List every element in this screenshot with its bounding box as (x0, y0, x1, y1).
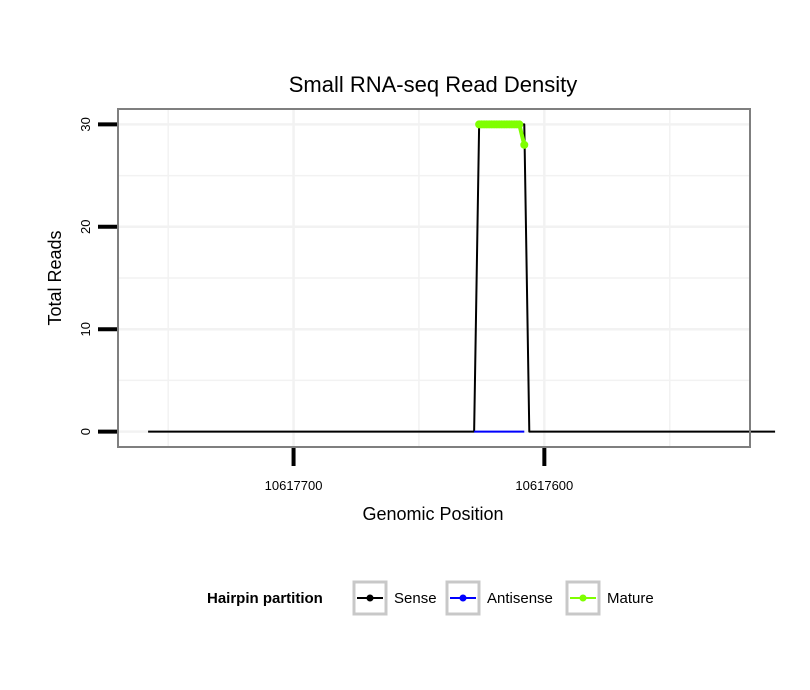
data-point-mature (515, 120, 524, 129)
legend-label-mature: Mature (607, 590, 654, 607)
grid (118, 109, 750, 447)
legend-marker-antisense (459, 594, 467, 602)
legend-marker-sense (366, 594, 374, 602)
plot-border (117, 108, 751, 448)
y-axis: 0 10 20 30 (78, 117, 117, 435)
data-point-mature (520, 140, 529, 149)
y-tick-label: 20 (78, 220, 93, 234)
legend-label-antisense: Antisense (487, 590, 553, 607)
x-axis-title: Genomic Position (362, 504, 503, 524)
y-axis-title: Total Reads (45, 230, 65, 325)
legend-marker-mature (579, 594, 587, 602)
y-tick-label: 10 (78, 322, 93, 336)
legend: Hairpin partition Sense Antisense Mature (207, 580, 654, 616)
legend-label-sense: Sense (394, 590, 437, 607)
y-tick-label: 30 (78, 117, 93, 131)
chart-title: Small RNA-seq Read Density (289, 72, 578, 97)
x-tick-label: 10617700 (265, 478, 323, 493)
legend-title: Hairpin partition (207, 590, 323, 607)
series-layer (148, 120, 776, 433)
x-tick-label: 10617600 (515, 478, 573, 493)
y-tick-label: 0 (78, 428, 93, 435)
x-axis: 10617700 10617600 (265, 448, 573, 493)
